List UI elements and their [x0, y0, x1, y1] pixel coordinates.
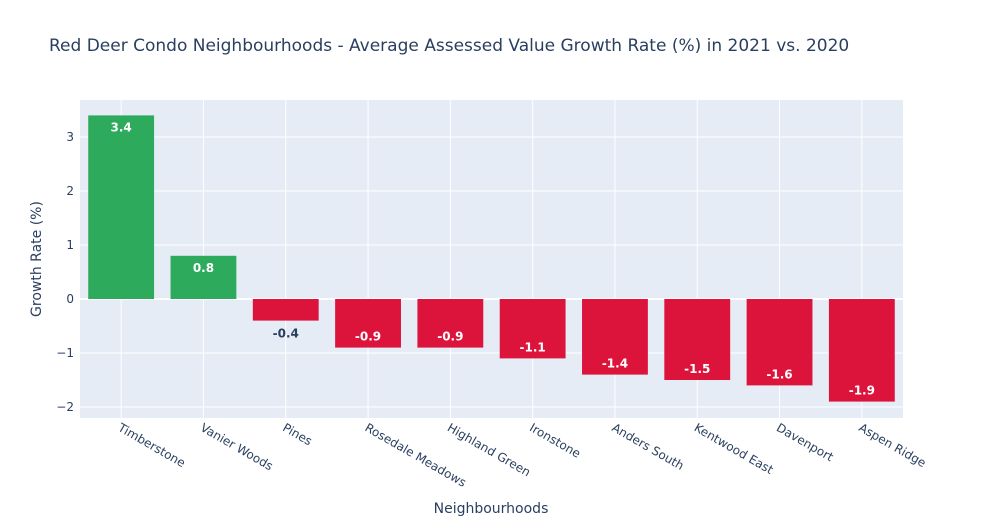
bar-value-label: -1.6 [766, 367, 792, 381]
bars: 3.4 0.8 -0.4 -0.9 -0.9 -1.1 -1.4 -1.5 -1.6 -1.9 [88, 115, 895, 402]
bar-value-label: -0.9 [437, 330, 463, 344]
bar-value-label: -1.1 [520, 340, 546, 354]
bar [664, 299, 731, 380]
bar-value-label: -1.4 [602, 357, 628, 371]
y-tick-label: −2 [56, 400, 74, 414]
x-tick-labels: Timberstone Vanier Woods Pines Rosedale Mea… [115, 420, 929, 490]
y-tick-label: −1 [56, 346, 74, 360]
bar [252, 299, 319, 321]
bar [170, 255, 237, 299]
bar [88, 115, 155, 300]
y-tick-label: 3 [66, 130, 74, 144]
bar [417, 299, 484, 348]
x-tick-label: Davenport [774, 420, 836, 464]
bar [828, 299, 895, 402]
y-axis-title: Growth Rate (%) [29, 201, 45, 317]
gridlines [80, 100, 903, 418]
bar [746, 299, 813, 386]
x-axis-title: Neighbourhoods [434, 501, 549, 517]
chart-title: Red Deer Condo Neighbourhoods - Average … [49, 36, 849, 56]
bar [335, 299, 401, 348]
x-tick-label: Kentwood East [692, 420, 776, 477]
x-tick-label: Pines [280, 420, 314, 448]
y-tick-labels: −2 −1 0 1 2 3 [56, 130, 74, 414]
bar-value-label: -0.9 [355, 330, 381, 344]
x-tick-label: Vanier Woods [198, 420, 276, 473]
bar-value-label: -1.5 [684, 362, 710, 376]
bar-value-label: 3.4 [111, 120, 132, 134]
y-tick-label: 0 [66, 292, 74, 306]
x-tick-label: Timberstone [115, 420, 188, 470]
x-tick-label: Anders South [609, 420, 686, 472]
bar [582, 299, 648, 375]
bar-value-label: -1.9 [849, 384, 875, 398]
y-tick-label: 1 [66, 238, 74, 252]
y-tick-label: 2 [66, 184, 74, 198]
bar [499, 299, 566, 359]
bar-value-label: -0.4 [273, 327, 299, 341]
x-tick-label: Ironstone [527, 420, 583, 460]
bar-value-label: 0.8 [193, 261, 214, 275]
x-tick-label: Aspen Ridge [856, 420, 928, 470]
